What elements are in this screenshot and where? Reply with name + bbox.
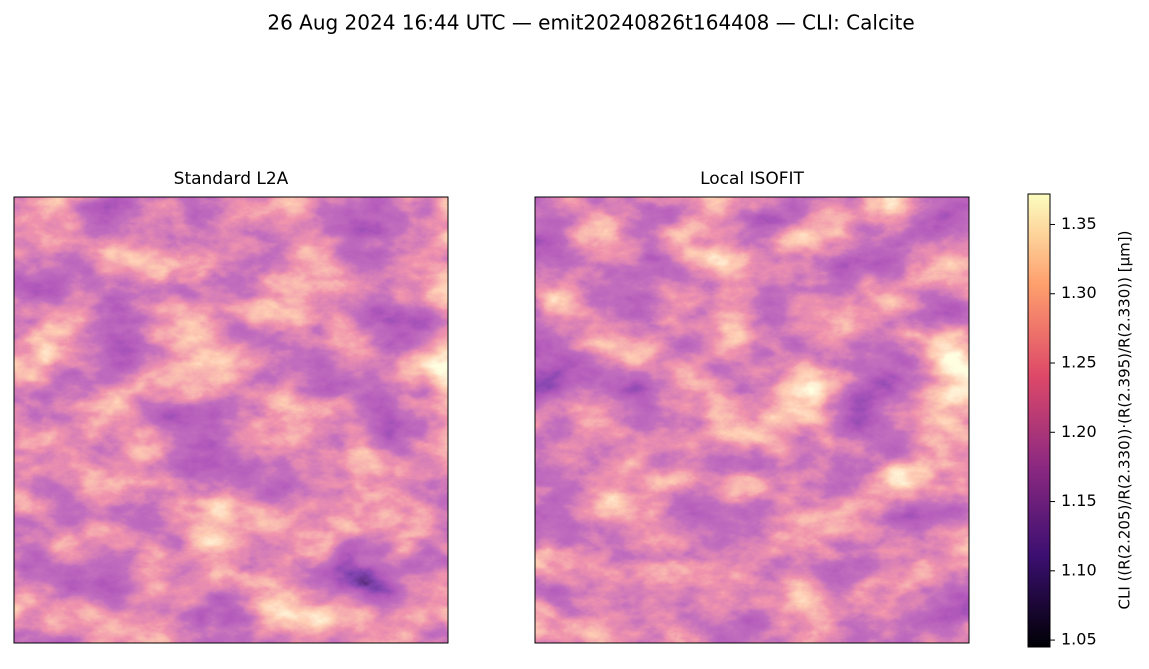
frame — [534, 196, 970, 644]
tick-label: 1.25 — [1061, 353, 1097, 372]
image — [14, 197, 448, 643]
colorbar-label: CLI ((R(2.205)/R(2.330))·(R(2.395)/R(2.3… — [1116, 231, 1134, 610]
figure-title: 26 Aug 2024 16:44 UTC — emit20240826t164… — [267, 11, 914, 35]
tick-label: 1.35 — [1061, 214, 1097, 233]
panel: Local ISOFIT — [534, 169, 970, 644]
panel: Standard L2A — [13, 169, 449, 644]
tick-label: 1.05 — [1061, 630, 1097, 649]
image — [535, 197, 969, 643]
frame — [13, 196, 449, 644]
tick-label: 1.10 — [1061, 560, 1097, 579]
tick-label: 1.15 — [1061, 491, 1097, 510]
tick-label: 1.30 — [1061, 283, 1097, 302]
panel-title: Local ISOFIT — [700, 169, 804, 189]
colorbar — [1027, 193, 1051, 648]
panel-title: Standard L2A — [174, 169, 289, 189]
tick-label: 1.20 — [1061, 422, 1097, 441]
